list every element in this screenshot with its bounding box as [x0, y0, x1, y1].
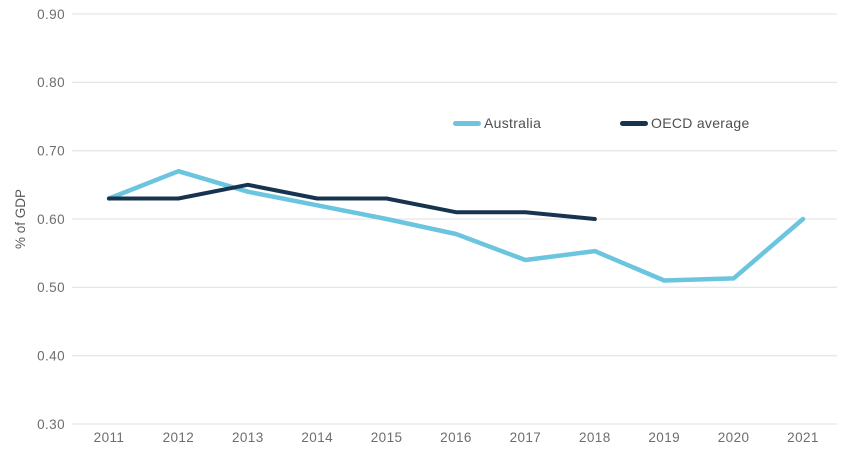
- gridlines: [72, 13, 837, 425]
- series-line-oecd-average: [107, 182, 597, 221]
- x-tick-label: 2014: [301, 430, 333, 445]
- y-tick-label: 0.50: [37, 280, 65, 295]
- y-tick-label: 0.70: [37, 143, 65, 158]
- x-tick-label: 2017: [510, 430, 542, 445]
- y-tick-label: 0.30: [37, 417, 65, 432]
- x-tick-label: 2016: [440, 430, 472, 445]
- x-tick-label: 2021: [787, 430, 819, 445]
- x-tick-label: 2020: [718, 430, 750, 445]
- y-tick-label: 0.40: [37, 348, 65, 363]
- series-lines: [106, 168, 806, 283]
- x-tick-label: 2018: [579, 430, 611, 445]
- y-tick-label: 0.90: [37, 7, 65, 22]
- x-tick-label: 2011: [94, 430, 125, 445]
- x-tick-label: 2012: [163, 430, 195, 445]
- x-axis-labels: 2011 2012 2013 2014 2015 2016 2017 2018 2019 2020…: [94, 430, 819, 445]
- x-tick-label: 2019: [648, 430, 680, 445]
- y-axis-labels: 0.90 0.80 0.70 0.60 0.50 0.40 0.30: [37, 7, 65, 432]
- x-tick-label: 2013: [232, 430, 264, 445]
- y-tick-label: 0.60: [37, 212, 65, 227]
- y-tick-label: 0.80: [37, 75, 65, 90]
- y-axis-title: % of GDP: [13, 189, 28, 249]
- series-line-australia: [106, 168, 806, 283]
- x-tick-label: 2015: [371, 430, 403, 445]
